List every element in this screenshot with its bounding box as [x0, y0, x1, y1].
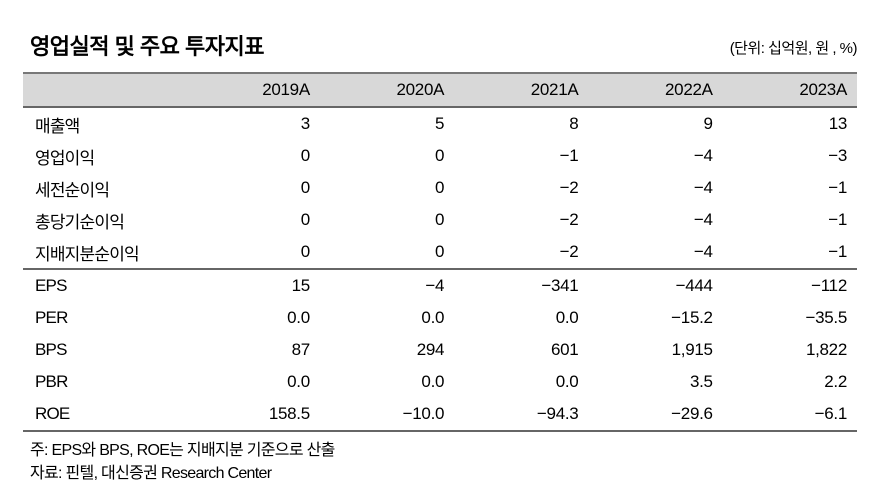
cell-value: −2: [559, 242, 579, 261]
financials-table: 2019A 2020A 2021A 2022A 2023A 매출액 3 5 8 9 13 영…: [23, 72, 857, 432]
cell-value: 0: [435, 210, 445, 229]
row-label: 매출액: [35, 116, 80, 136]
table-row: 매출액 3 5 8 9 13: [23, 107, 857, 140]
cell-value: 1,822: [805, 340, 847, 359]
cell-value: 0.0: [421, 308, 445, 327]
cell-value: −4: [693, 146, 713, 165]
note-line: 주: EPS와 BPS, ROE는 지배지분 기준으로 산출: [30, 442, 335, 459]
row-label: 영업이익: [35, 148, 95, 168]
column-header-2023A: 2023A: [799, 80, 847, 99]
cell-value: −341: [541, 276, 579, 295]
table-row: 지배지분순이익 0 0 −2 −4 −1: [23, 236, 857, 269]
cell-value: 9: [703, 114, 713, 133]
row-label: PER: [35, 308, 68, 327]
cell-value: −6.1: [814, 404, 848, 423]
column-header-2020A: 2020A: [396, 80, 445, 99]
cell-value: 15: [291, 276, 311, 295]
cell-value: 1,915: [671, 340, 713, 359]
cell-value: −4: [693, 242, 713, 261]
cell-value: 0: [435, 242, 445, 261]
cell-value: 601: [550, 340, 579, 359]
column-header-2019A: 2019A: [262, 80, 310, 99]
cell-value: −15.2: [671, 308, 713, 327]
cell-value: 0: [300, 178, 310, 197]
cell-value: −2: [559, 210, 579, 229]
cell-value: 158.5: [268, 404, 310, 423]
section-investment-indicators: EPS 15 −4 −341 −444 −112 PER 0.0 0.0 0.0 −15.2 −35.…: [23, 269, 857, 431]
cell-value: 0.0: [421, 372, 445, 391]
cell-value: 0: [300, 210, 310, 229]
column-header-2021A: 2021A: [530, 80, 579, 99]
row-label: 지배지분순이익: [35, 244, 140, 264]
cell-value: −10.0: [402, 404, 445, 423]
table-row: 세전순이익 0 0 −2 −4 −1: [23, 172, 857, 204]
cell-value: 0.0: [555, 308, 579, 327]
cell-value: −4: [425, 276, 445, 295]
section-operating-results: 매출액 3 5 8 9 13 영업이익 0 0 −1 −4 −3 세전순이익 0 0 −2 −4 −1 총당기순이익…: [23, 107, 857, 269]
cell-value: 13: [828, 114, 848, 133]
cell-value: 3: [300, 114, 310, 133]
cell-value: −4: [693, 210, 713, 229]
row-label: EPS: [35, 276, 67, 295]
cell-value: 0.0: [555, 372, 579, 391]
table-row: EPS 15 −4 −341 −444 −112: [23, 269, 857, 302]
cell-value: −1: [828, 178, 847, 197]
cell-value: −1: [828, 242, 847, 261]
table-row: PBR 0.0 0.0 0.0 3.5 2.2: [23, 366, 857, 398]
cell-value: −3: [828, 146, 847, 165]
cell-value: 2.2: [824, 372, 847, 391]
page-title: 영업실적 및 주요 투자지표: [30, 33, 264, 59]
cell-value: 0: [300, 146, 310, 165]
table-row: BPS 87 294 601 1,915 1,822: [23, 334, 857, 366]
cell-value: 0.0: [287, 372, 310, 391]
table-row: ROE 158.5 −10.0 −94.3 −29.6 −6.1: [23, 398, 857, 431]
cell-value: 0: [300, 242, 310, 261]
cell-value: −4: [693, 178, 713, 197]
cell-value: 5: [435, 114, 445, 133]
table-row: 영업이익 0 0 −1 −4 −3: [23, 140, 857, 172]
cell-value: 0: [435, 146, 445, 165]
cell-value: −1: [559, 146, 579, 165]
row-label: 총당기순이익: [35, 212, 125, 232]
cell-value: −444: [675, 276, 713, 295]
unit-label: (단위: 십억원, 원 , %): [729, 40, 858, 57]
cell-value: 0: [435, 178, 445, 197]
table-head: 2019A 2020A 2021A 2022A 2023A: [23, 73, 857, 107]
cell-value: −2: [559, 178, 579, 197]
header-row: 2019A 2020A 2021A 2022A 2023A: [23, 73, 857, 107]
footnotes: 주: EPS와 BPS, ROE는 지배지분 기준으로 산출 자료: 핀텔, 대…: [30, 439, 873, 484]
cell-value: 0.0: [287, 308, 310, 327]
cell-value: 3.5: [689, 372, 713, 391]
row-label: BPS: [35, 340, 67, 359]
cell-value: −94.3: [536, 404, 579, 423]
cell-value: 87: [291, 340, 311, 359]
cell-value: 8: [569, 114, 579, 133]
table-header-bar: 영업실적 및 주요 투자지표 (단위: 십억원, 원 , %): [30, 0, 858, 60]
source-line: 자료: 핀텔, 대신증권 Research Center: [30, 465, 272, 482]
table-row: 총당기순이익 0 0 −2 −4 −1: [23, 204, 857, 236]
table-row: PER 0.0 0.0 0.0 −15.2 −35.5: [23, 302, 857, 334]
cell-value: −1: [828, 210, 847, 229]
column-header-label: [23, 73, 186, 107]
row-label: PBR: [35, 372, 68, 391]
cell-value: −112: [811, 276, 847, 295]
column-header-2022A: 2022A: [665, 80, 713, 99]
cell-value: −35.5: [805, 308, 847, 327]
row-label: 세전순이익: [35, 180, 110, 200]
cell-value: 294: [416, 340, 445, 359]
cell-value: −29.6: [671, 404, 713, 423]
row-label: ROE: [35, 404, 70, 423]
